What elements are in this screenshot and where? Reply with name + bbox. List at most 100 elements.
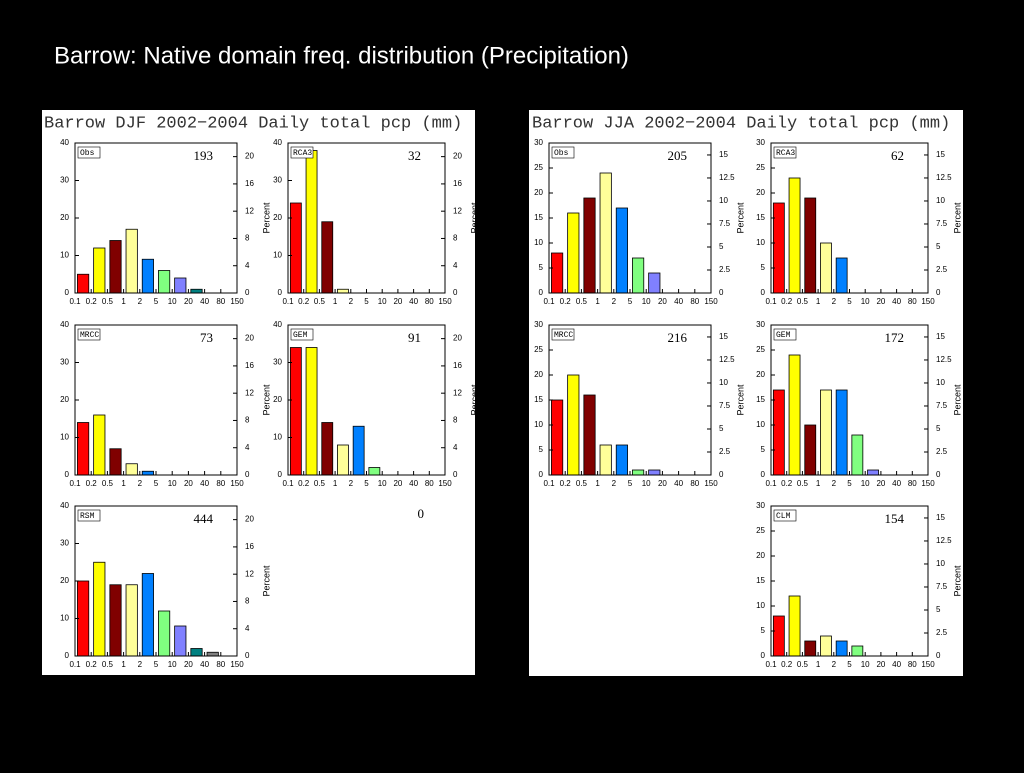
y-tick-label: 10 xyxy=(756,601,765,610)
bar xyxy=(109,584,122,657)
x-tick-label: 0.5 xyxy=(797,660,809,669)
x-tick-label: 150 xyxy=(230,660,244,669)
x-tick-label: 80 xyxy=(216,479,225,488)
y-tick-label: 10 xyxy=(60,614,69,623)
x-tick-label: 1 xyxy=(595,297,600,306)
y-tick-label: 20 xyxy=(60,395,69,404)
y2-axis-label: Percent xyxy=(469,202,479,234)
model-label: RCA3 xyxy=(293,149,312,158)
x-tick-label: 1 xyxy=(816,297,821,306)
x-tick-label: 10 xyxy=(378,297,387,306)
x-tick-label: 0.1 xyxy=(765,297,777,306)
y2-tick-label: 0 xyxy=(936,288,941,297)
y-tick-label: 5 xyxy=(539,445,544,454)
sample-count: 32 xyxy=(408,148,421,163)
y-tick-label: 30 xyxy=(60,358,69,367)
y2-tick-label: 12.5 xyxy=(719,173,735,182)
y2-tick-label: 20 xyxy=(453,152,462,161)
y-tick-label: 0 xyxy=(65,288,70,297)
bar xyxy=(352,425,365,476)
x-tick-label: 1 xyxy=(333,297,338,306)
y2-axis-label: Percent xyxy=(261,384,271,416)
x-tick-label: 2 xyxy=(612,479,617,488)
x-tick-label: 0.2 xyxy=(298,297,310,306)
y2-tick-label: 4 xyxy=(453,261,458,270)
x-tick-label: 150 xyxy=(438,297,452,306)
y2-tick-label: 16 xyxy=(453,361,462,370)
x-tick-label: 10 xyxy=(642,297,651,306)
x-tick-label: 0.5 xyxy=(102,660,114,669)
model-label-box xyxy=(773,328,797,341)
bar xyxy=(77,580,90,657)
y-tick-label: 0 xyxy=(278,470,283,479)
x-tick-label: 10 xyxy=(861,479,870,488)
x-tick-label: 0.2 xyxy=(781,660,793,669)
bar xyxy=(174,277,187,294)
y-tick-label: 20 xyxy=(273,213,282,222)
bar xyxy=(93,561,106,657)
y-tick-label: 40 xyxy=(273,138,282,147)
bar xyxy=(158,610,171,657)
model-label-box xyxy=(77,509,101,522)
x-tick-label: 2 xyxy=(349,297,354,306)
y-tick-label: 10 xyxy=(60,251,69,260)
y-tick-label: 30 xyxy=(60,176,69,185)
y2-tick-label: 2.5 xyxy=(936,265,948,274)
bar xyxy=(321,422,334,476)
bar xyxy=(551,252,564,294)
y2-tick-label: 15 xyxy=(936,150,945,159)
y2-tick-label: 5 xyxy=(936,605,941,614)
y2-tick-label: 12 xyxy=(453,388,462,397)
model-label-box xyxy=(290,328,314,341)
bar xyxy=(820,242,832,294)
bar xyxy=(615,444,628,476)
y2-tick-label: 0 xyxy=(245,651,250,660)
x-tick-label: 5 xyxy=(364,297,369,306)
panel xyxy=(529,110,963,676)
y2-tick-label: 0 xyxy=(719,288,724,297)
bar xyxy=(583,197,596,294)
x-tick-label: 0.1 xyxy=(69,479,81,488)
x-tick-label: 80 xyxy=(690,297,699,306)
x-tick-label: 1 xyxy=(121,479,126,488)
x-tick-label: 80 xyxy=(216,297,225,306)
y2-axis-label: Percent xyxy=(261,565,271,597)
x-tick-label: 5 xyxy=(628,297,633,306)
slide-title: Barrow: Native domain freq. distribution… xyxy=(54,42,629,69)
x-tick-label: 80 xyxy=(908,297,917,306)
y-tick-label: 30 xyxy=(756,501,765,510)
y2-tick-label: 20 xyxy=(245,515,254,524)
y-tick-label: 10 xyxy=(273,433,282,442)
y-tick-label: 30 xyxy=(60,539,69,548)
x-tick-label: 10 xyxy=(378,479,387,488)
x-tick-label: 5 xyxy=(154,660,159,669)
y2-tick-label: 20 xyxy=(245,334,254,343)
model-label: RSM xyxy=(80,512,95,521)
y2-tick-label: 5 xyxy=(936,242,941,251)
y2-tick-label: 2.5 xyxy=(719,265,731,274)
y-tick-label: 10 xyxy=(60,433,69,442)
x-tick-label: 40 xyxy=(200,660,209,669)
bar xyxy=(772,389,785,476)
bar xyxy=(190,648,203,657)
x-tick-label: 1 xyxy=(333,479,338,488)
y-tick-label: 20 xyxy=(60,213,69,222)
y2-tick-label: 15 xyxy=(719,150,728,159)
x-tick-label: 0.1 xyxy=(69,297,81,306)
y-tick-label: 30 xyxy=(534,320,543,329)
bar xyxy=(772,615,785,657)
x-tick-label: 0.5 xyxy=(314,479,326,488)
y2-tick-label: 12 xyxy=(453,206,462,215)
bar xyxy=(851,645,864,657)
model-label: CLM xyxy=(776,512,791,521)
y-tick-label: 10 xyxy=(756,420,765,429)
model-label-box xyxy=(773,146,797,159)
bar xyxy=(599,172,612,294)
x-tick-label: 2 xyxy=(612,297,617,306)
sample-count: 154 xyxy=(885,511,905,526)
x-tick-label: 1 xyxy=(816,660,821,669)
y-tick-label: 30 xyxy=(534,138,543,147)
x-tick-label: 1 xyxy=(595,479,600,488)
panel xyxy=(42,110,475,675)
y2-tick-label: 0 xyxy=(245,288,250,297)
